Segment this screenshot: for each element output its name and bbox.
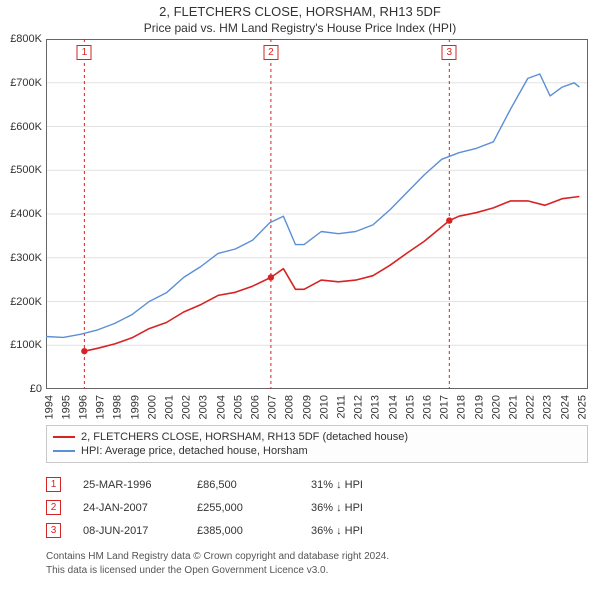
x-axis-tick-label: 2014 — [387, 395, 399, 419]
sale-hpi-delta: 36% ↓ HPI — [311, 525, 403, 537]
x-axis-tick-label: 2024 — [559, 395, 571, 419]
chart-title: 2, FLETCHERS CLOSE, HORSHAM, RH13 5DF — [0, 0, 600, 19]
x-axis-tick-label: 2006 — [249, 395, 261, 419]
sale-flag: 1 — [46, 477, 61, 492]
sale-hpi-delta: 31% ↓ HPI — [311, 479, 403, 491]
x-axis-tick-label: 2009 — [301, 395, 313, 419]
x-axis-tick-label: 1997 — [95, 395, 107, 419]
x-axis-tick-label: 2003 — [198, 395, 210, 419]
chart-legend: 2, FLETCHERS CLOSE, HORSHAM, RH13 5DF (d… — [46, 425, 588, 463]
x-axis-tick-label: 1996 — [77, 395, 89, 419]
x-axis-tick-label: 2018 — [456, 395, 468, 419]
x-axis-tick-label: 2025 — [576, 395, 588, 419]
y-axis-tick-label: £0 — [30, 383, 46, 395]
x-axis-tick-label: 1998 — [112, 395, 124, 419]
x-axis-tick-label: 2004 — [215, 395, 227, 419]
x-axis-tick-label: 2020 — [490, 395, 502, 419]
chart-plot-area: £0£100K£200K£300K£400K£500K£600K£700K£80… — [46, 39, 588, 389]
x-axis-tick-label: 2023 — [542, 395, 554, 419]
x-axis-tick-label: 2002 — [181, 395, 193, 419]
sales-table: 1 25-MAR-1996 £86,500 31% ↓ HPI 2 24-JAN-2007… — [46, 473, 588, 542]
y-axis-tick-label: £800K — [10, 33, 46, 45]
legend-swatch — [53, 450, 75, 452]
sale-row: 2 24-JAN-2007 £255,000 36% ↓ HPI — [46, 496, 588, 519]
x-axis-tick-label: 2016 — [422, 395, 434, 419]
sale-hpi-delta: 36% ↓ HPI — [311, 502, 403, 514]
legend-label: 2, FLETCHERS CLOSE, HORSHAM, RH13 5DF (d… — [81, 431, 408, 443]
x-axis-tick-label: 2005 — [232, 395, 244, 419]
attribution-footer: Contains HM Land Registry data © Crown c… — [46, 550, 588, 577]
sale-flag: 3 — [442, 45, 457, 60]
x-axis-tick-label: 1995 — [60, 395, 72, 419]
y-axis-tick-label: £300K — [10, 252, 46, 264]
legend-item: HPI: Average price, detached house, Hors… — [53, 444, 581, 458]
x-axis-tick-label: 1999 — [129, 395, 141, 419]
x-axis-tick-label: 2000 — [146, 395, 158, 419]
legend-item: 2, FLETCHERS CLOSE, HORSHAM, RH13 5DF (d… — [53, 430, 581, 444]
sale-date: 25-MAR-1996 — [83, 479, 175, 491]
x-axis-tick-label: 2019 — [473, 395, 485, 419]
x-axis-tick-label: 2010 — [318, 395, 330, 419]
sale-row: 3 08-JUN-2017 £385,000 36% ↓ HPI — [46, 519, 588, 542]
sale-price: £255,000 — [197, 502, 289, 514]
y-axis-tick-label: £500K — [10, 164, 46, 176]
x-axis-tick-label: 2015 — [404, 395, 416, 419]
legend-swatch — [53, 436, 75, 438]
sale-price: £86,500 — [197, 479, 289, 491]
sale-flag: 1 — [77, 45, 92, 60]
chart-subtitle: Price paid vs. HM Land Registry's House … — [0, 19, 600, 39]
y-axis-tick-label: £100K — [10, 339, 46, 351]
x-axis-tick-label: 2008 — [284, 395, 296, 419]
y-axis-tick-label: £200K — [10, 296, 46, 308]
y-axis-tick-label: £600K — [10, 121, 46, 133]
sale-date: 24-JAN-2007 — [83, 502, 175, 514]
sale-row: 1 25-MAR-1996 £86,500 31% ↓ HPI — [46, 473, 588, 496]
footer-line: Contains HM Land Registry data © Crown c… — [46, 550, 588, 564]
sale-flag: 2 — [46, 500, 61, 515]
x-axis-tick-label: 2012 — [353, 395, 365, 419]
x-axis-tick-label: 2013 — [370, 395, 382, 419]
x-axis-tick-label: 2022 — [525, 395, 537, 419]
x-axis-tick-label: 2021 — [508, 395, 520, 419]
footer-line: This data is licensed under the Open Gov… — [46, 564, 588, 578]
y-axis-tick-label: £700K — [10, 77, 46, 89]
sale-date: 08-JUN-2017 — [83, 525, 175, 537]
x-axis-tick-label: 2017 — [439, 395, 451, 419]
x-axis-tick-label: 2001 — [163, 395, 175, 419]
chart-svg — [46, 39, 588, 389]
x-axis-tick-label: 2007 — [267, 395, 279, 419]
legend-label: HPI: Average price, detached house, Hors… — [81, 445, 308, 457]
sale-price: £385,000 — [197, 525, 289, 537]
x-axis-tick-label: 2011 — [336, 395, 348, 419]
sale-flag: 3 — [46, 523, 61, 538]
x-axis-tick-label: 1994 — [43, 395, 55, 419]
sale-flag: 2 — [263, 45, 278, 60]
y-axis-tick-label: £400K — [10, 208, 46, 220]
